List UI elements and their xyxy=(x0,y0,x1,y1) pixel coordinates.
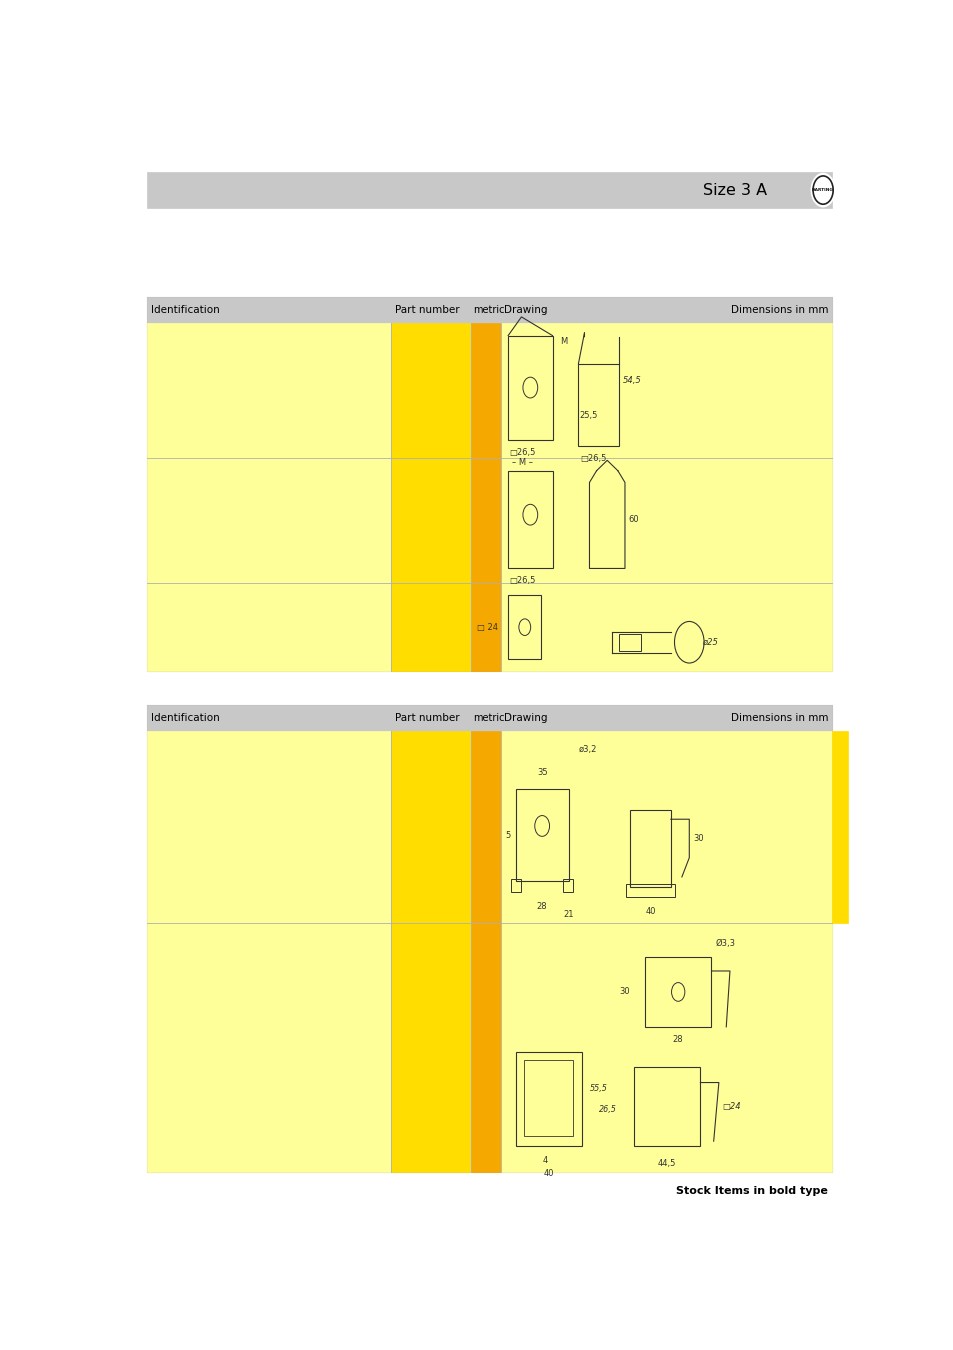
Text: 40: 40 xyxy=(644,907,655,917)
Bar xyxy=(562,879,573,892)
Bar xyxy=(391,458,471,583)
Text: metric: metric xyxy=(473,713,504,722)
Bar xyxy=(471,323,500,458)
Bar xyxy=(471,923,500,1172)
Text: 28: 28 xyxy=(672,1035,682,1044)
Text: 5: 5 xyxy=(505,830,510,840)
Text: – M –: – M – xyxy=(512,458,533,467)
Bar xyxy=(147,458,391,583)
Bar xyxy=(147,923,391,1172)
Bar xyxy=(831,730,847,923)
Text: HARTING: HARTING xyxy=(811,188,833,192)
Bar xyxy=(147,730,391,923)
Text: 30: 30 xyxy=(618,987,630,996)
Text: □26,5: □26,5 xyxy=(509,447,536,456)
Bar xyxy=(147,297,831,323)
Text: 26,5: 26,5 xyxy=(598,1104,617,1114)
Text: □26,5: □26,5 xyxy=(509,576,536,586)
Bar xyxy=(147,705,831,730)
Bar xyxy=(391,583,471,671)
Bar xyxy=(147,705,831,1172)
Text: Drawing: Drawing xyxy=(504,713,547,722)
Text: Identification: Identification xyxy=(151,305,219,315)
Bar xyxy=(147,323,391,458)
Text: metric: metric xyxy=(473,305,504,315)
Bar xyxy=(147,173,831,208)
Bar xyxy=(500,458,831,583)
Bar xyxy=(500,730,831,923)
Bar xyxy=(578,364,618,446)
Bar xyxy=(147,583,391,671)
Bar xyxy=(500,583,831,671)
Bar xyxy=(147,297,831,671)
Bar xyxy=(630,810,670,887)
Bar xyxy=(391,923,471,1172)
Text: Size 3 A: Size 3 A xyxy=(702,182,766,197)
Bar xyxy=(471,583,500,671)
Text: M: M xyxy=(559,338,566,347)
Bar xyxy=(515,788,568,882)
Bar xyxy=(508,336,552,440)
Text: 54,5: 54,5 xyxy=(622,377,640,385)
Text: 4: 4 xyxy=(541,1157,547,1165)
Text: Part number: Part number xyxy=(395,305,459,315)
Text: 44,5: 44,5 xyxy=(658,1158,676,1168)
Bar xyxy=(633,1066,700,1146)
Bar xyxy=(471,730,500,923)
Bar xyxy=(515,1052,581,1146)
Bar xyxy=(644,957,711,1027)
Text: 40: 40 xyxy=(543,1169,554,1179)
Text: Part number: Part number xyxy=(395,713,459,722)
Bar xyxy=(500,923,831,1172)
Bar xyxy=(625,884,675,896)
Bar xyxy=(511,879,521,892)
Text: Ø3,3: Ø3,3 xyxy=(715,940,735,948)
Bar xyxy=(500,323,831,458)
Text: Identification: Identification xyxy=(151,713,219,722)
Bar xyxy=(391,730,471,923)
Text: Drawing: Drawing xyxy=(504,305,547,315)
Text: □ 24: □ 24 xyxy=(476,622,497,632)
Text: 28: 28 xyxy=(537,902,547,911)
Text: 55,5: 55,5 xyxy=(589,1084,607,1094)
Text: 25,5: 25,5 xyxy=(579,410,598,420)
Circle shape xyxy=(810,173,834,207)
Text: Dimensions in mm: Dimensions in mm xyxy=(730,305,827,315)
Text: Dimensions in mm: Dimensions in mm xyxy=(730,713,827,722)
Text: 35: 35 xyxy=(537,768,547,776)
Text: □26,5: □26,5 xyxy=(579,454,605,463)
Text: 60: 60 xyxy=(627,516,638,524)
Bar xyxy=(508,471,552,568)
Text: 30: 30 xyxy=(692,834,703,842)
Text: ø3,2: ø3,2 xyxy=(578,745,597,753)
Bar xyxy=(391,323,471,458)
Text: ø25: ø25 xyxy=(701,637,718,647)
Text: Stock Items in bold type: Stock Items in bold type xyxy=(676,1187,827,1196)
Bar xyxy=(471,458,500,583)
Text: □24: □24 xyxy=(721,1102,740,1111)
Bar xyxy=(508,595,541,659)
Bar xyxy=(618,634,640,651)
Text: 21: 21 xyxy=(563,910,574,919)
Bar xyxy=(524,1060,573,1135)
